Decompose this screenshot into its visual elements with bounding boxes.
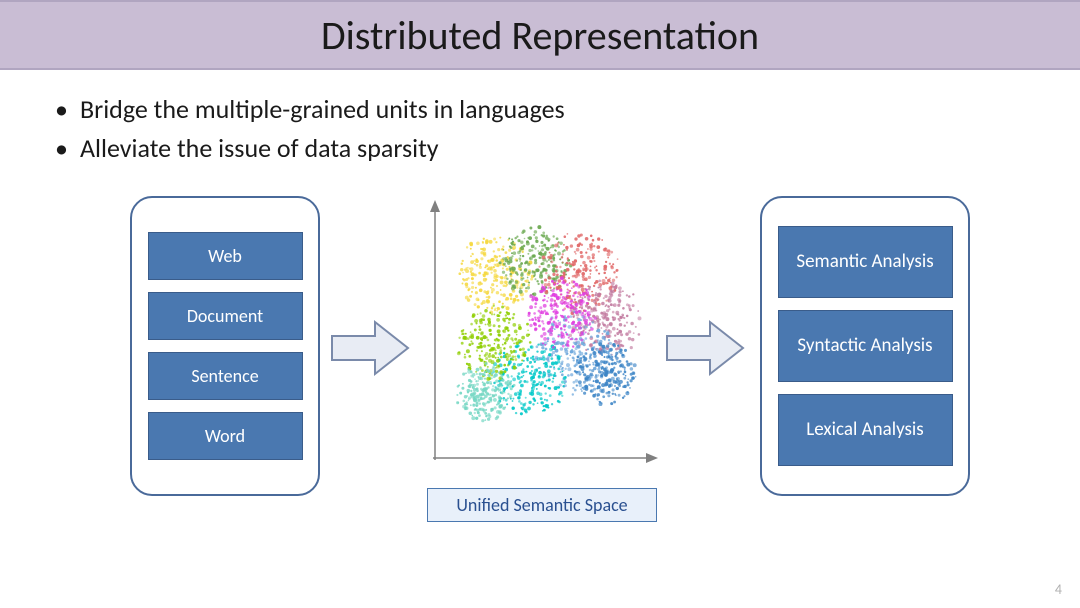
analysis-box-lexical: Lexical Analysis xyxy=(778,394,953,466)
arrow-icon xyxy=(665,318,745,378)
bullet-item: Bridge the multiple-grained units in lan… xyxy=(55,90,1040,129)
title-bar: Distributed Representation xyxy=(0,0,1080,70)
unit-box-web: Web xyxy=(148,232,303,280)
analysis-box-semantic: Semantic Analysis xyxy=(778,226,953,298)
page-number: 4 xyxy=(1055,581,1062,598)
arrow-icon xyxy=(330,318,410,378)
unit-box-word: Word xyxy=(148,412,303,460)
unit-box-document: Document xyxy=(148,292,303,340)
unit-box-sentence: Sentence xyxy=(148,352,303,400)
diagram-area: Web Document Sentence Word Unified Seman… xyxy=(0,188,1080,568)
scatter-plot xyxy=(440,218,650,448)
right-panel: Semantic Analysis Syntactic Analysis Lex… xyxy=(760,196,970,496)
center-caption: Unified Semantic Space xyxy=(427,488,657,522)
slide-title: Distributed Representation xyxy=(321,11,759,60)
analysis-box-syntactic: Syntactic Analysis xyxy=(778,310,953,382)
bullet-list: Bridge the multiple-grained units in lan… xyxy=(0,70,1080,178)
center-chart: Unified Semantic Space xyxy=(415,198,660,528)
bullet-item: Alleviate the issue of data sparsity xyxy=(55,129,1040,168)
left-panel: Web Document Sentence Word xyxy=(130,196,320,496)
